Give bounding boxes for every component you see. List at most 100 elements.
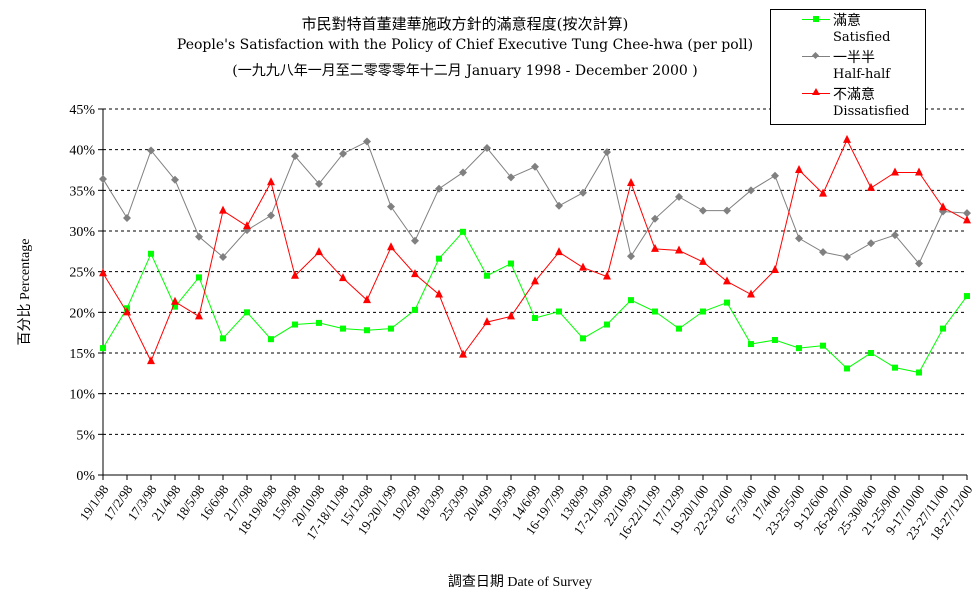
data-point: [483, 317, 491, 326]
data-point: [843, 134, 851, 143]
data-point: [99, 174, 107, 183]
data-point: [435, 289, 443, 298]
data-point: [508, 260, 514, 267]
data-point: [915, 259, 923, 268]
legend-label-half-half-en: Half-half: [833, 67, 891, 82]
y-tick-label: 35%: [69, 184, 95, 199]
data-point: [675, 245, 683, 254]
data-point: [819, 248, 827, 257]
y-tick-label: 40%: [69, 144, 95, 159]
legend: 滿意 Satisfied 一半半 Half-half 不滿意 Dissatisf…: [770, 9, 926, 125]
data-point: [267, 177, 275, 186]
data-point: [748, 341, 754, 348]
data-point: [171, 175, 179, 184]
data-point: [220, 335, 226, 342]
data-point: [579, 188, 587, 197]
data-point: [339, 273, 347, 282]
data-point: [747, 186, 755, 195]
data-point: [172, 303, 178, 310]
legend-label-satisfied: 滿意: [833, 13, 861, 29]
legend-swatch-satisfied: [802, 16, 830, 22]
data-point: [723, 206, 731, 215]
data-point: [555, 247, 563, 256]
legend-label-dissatisfied: 不滿意: [833, 87, 875, 103]
data-point: [892, 364, 898, 371]
data-point: [867, 182, 875, 191]
data-point: [555, 201, 563, 210]
data-point: [627, 178, 635, 187]
chart-subtitle-2: (一九九八年一月至二零零零年十二月 January 1998 - Decembe…: [232, 63, 698, 79]
data-point: [459, 168, 467, 177]
data-point: [459, 349, 467, 358]
data-point: [891, 167, 899, 176]
data-point: [387, 202, 395, 211]
data-point: [603, 148, 611, 157]
data-point: [556, 308, 562, 315]
data-point: [939, 202, 947, 211]
data-point: [700, 308, 706, 315]
data-point: [507, 311, 515, 320]
data-point: [795, 234, 803, 243]
y-tick-label: 20%: [69, 306, 95, 321]
chart-title: 市民對特首董建華施政方針的滿意程度(按次計算): [301, 15, 629, 33]
y-tick-label: 45%: [69, 103, 95, 118]
data-point: [100, 345, 106, 352]
data-point: [916, 369, 922, 376]
data-point: [243, 221, 251, 230]
data-point: [579, 262, 587, 271]
y-tick-label: 10%: [69, 388, 95, 403]
data-point: [147, 356, 155, 365]
data-point: [723, 276, 731, 285]
data-point: [580, 335, 586, 342]
data-point: [628, 297, 634, 304]
data-point: [363, 295, 371, 304]
data-point: [891, 231, 899, 240]
series-line-half-half: [102, 140, 968, 265]
data-point: [219, 205, 227, 214]
data-point: [411, 236, 419, 245]
data-point: [435, 184, 443, 193]
y-tick-label: 30%: [69, 225, 95, 240]
data-point: [940, 325, 946, 332]
data-point: [676, 325, 682, 332]
data-point: [532, 315, 538, 322]
data-point: [868, 350, 874, 356]
data-point: [292, 321, 298, 328]
y-tick-label: 5%: [76, 428, 95, 443]
data-point: [99, 268, 107, 277]
data-point: [915, 167, 923, 176]
data-point: [195, 311, 203, 320]
data-point: [148, 250, 154, 257]
data-point: [339, 149, 347, 158]
data-point: [652, 308, 658, 315]
data-point: [387, 242, 395, 251]
data-point: [411, 269, 419, 278]
data-point: [123, 213, 131, 222]
data-point: [627, 252, 635, 261]
data-point: [771, 265, 779, 274]
x-axis-label: 調查日期 Date of Survey: [448, 574, 592, 590]
data-point: [699, 206, 707, 215]
data-point: [603, 271, 611, 280]
data-point: [315, 179, 323, 188]
data-point: [675, 192, 683, 201]
data-point: [651, 243, 659, 252]
data-point: [747, 289, 755, 298]
data-point: [772, 336, 778, 343]
data-point: [963, 209, 971, 218]
legend-label-satisfied-en: Satisfied: [833, 30, 891, 45]
data-point: [412, 306, 418, 313]
data-point: [267, 211, 275, 220]
data-point: [460, 228, 466, 235]
data-point: [268, 336, 274, 343]
legend-label-half-half: 一半半: [833, 50, 875, 66]
data-point: [291, 270, 299, 279]
data-point: [316, 319, 322, 326]
data-point: [291, 152, 299, 161]
data-point: [507, 173, 515, 182]
data-point: [340, 325, 346, 332]
series-line-satisfied: [102, 230, 968, 374]
data-point: [388, 325, 394, 332]
data-point: [484, 272, 490, 279]
